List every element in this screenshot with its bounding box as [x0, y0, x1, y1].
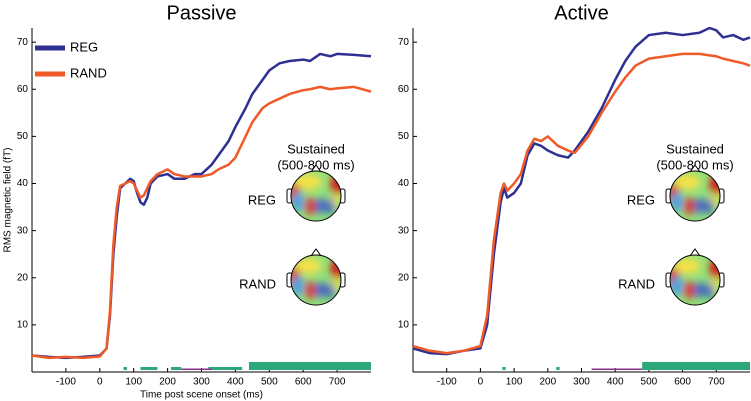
- inset-label: RAND: [618, 276, 655, 291]
- significance-bar: [502, 367, 506, 370]
- y-axis-label: RMS magnetic field (fT): [3, 147, 14, 252]
- legend-label: REG: [70, 39, 98, 54]
- y-tick-label: 40: [398, 178, 410, 189]
- x-tick-label: 500: [641, 377, 658, 388]
- x-tick-label: 200: [159, 377, 176, 388]
- significance-bar: [642, 362, 750, 370]
- x-tick-label: 100: [125, 377, 142, 388]
- inset-label: REG: [248, 192, 276, 207]
- x-tick-label: 300: [193, 377, 210, 388]
- x-tick-label: 100: [506, 377, 523, 388]
- significance-bar: [208, 367, 243, 370]
- y-tick-label: 20: [398, 272, 410, 283]
- significance-bar: [140, 367, 158, 370]
- x-axis-label: Time post scene onset (ms): [140, 390, 263, 401]
- y-tick-label: 50: [398, 131, 410, 142]
- x-tick-label: 600: [295, 377, 312, 388]
- inset-title: Sustained: [287, 141, 345, 156]
- y-tick-label: 40: [17, 178, 29, 189]
- x-tick-label: 0: [97, 377, 103, 388]
- significance-bar: [591, 368, 643, 370]
- x-tick-label: 700: [708, 377, 725, 388]
- significance-bar: [123, 367, 127, 370]
- chart-title: Passive: [166, 2, 236, 24]
- y-tick-label: 20: [17, 272, 29, 283]
- y-tick-label: 30: [17, 225, 29, 236]
- x-tick-label: 400: [227, 377, 244, 388]
- y-tick-label: 70: [17, 37, 29, 48]
- significance-bar: [248, 362, 371, 370]
- x-tick-label: -100: [56, 377, 76, 388]
- legend-label: RAND: [70, 65, 107, 80]
- y-tick-label: 30: [398, 225, 410, 236]
- line-series: [412, 52, 751, 355]
- y-tick-label: 10: [17, 320, 29, 331]
- inset-title: Sustained: [666, 141, 724, 156]
- topomap: [666, 249, 725, 306]
- inset-label: RAND: [239, 276, 276, 291]
- y-tick-label: 60: [398, 84, 410, 95]
- y-tick-label: 50: [17, 131, 29, 142]
- x-tick-label: 0: [478, 377, 484, 388]
- topomap: [287, 165, 346, 222]
- x-tick-label: 300: [573, 377, 590, 388]
- line-series: [31, 85, 372, 360]
- x-tick-label: 700: [329, 377, 346, 388]
- significance-bar: [181, 368, 212, 370]
- x-tick-label: 600: [674, 377, 691, 388]
- significance-bar: [556, 367, 560, 370]
- x-tick-label: -100: [437, 377, 457, 388]
- x-tick-label: 400: [607, 377, 624, 388]
- significance-bar: [170, 367, 182, 370]
- y-tick-label: 70: [398, 37, 410, 48]
- x-tick-label: 500: [261, 377, 278, 388]
- topomap: [666, 165, 725, 222]
- inset-label: REG: [627, 192, 655, 207]
- topomap: [287, 249, 346, 306]
- y-tick-label: 10: [398, 320, 410, 331]
- chart-title: Active: [554, 2, 608, 24]
- x-tick-label: 200: [539, 377, 556, 388]
- y-tick-label: 60: [17, 84, 29, 95]
